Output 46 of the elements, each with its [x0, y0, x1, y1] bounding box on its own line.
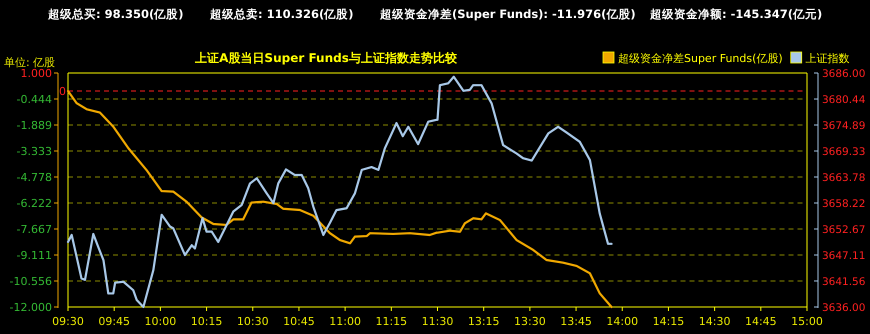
x-tick-label: 09:30: [52, 315, 84, 328]
text: 超级资金净额: -145.347(亿元): [649, 7, 822, 21]
y-tick-label: -10.556: [10, 275, 52, 288]
y-axis-title: 单位: 亿股: [4, 56, 56, 69]
x-tick-label: 13:30: [514, 315, 546, 328]
y-tick-label: 1.000: [20, 67, 52, 80]
legend-label: 上证指数: [806, 52, 850, 65]
y-tick-label: -6.222: [16, 196, 52, 210]
x-tick-label: 14:15: [652, 315, 684, 328]
text: 超级资金净差(Super Funds): -11.976(亿股): [379, 7, 636, 21]
y2-tick-label: 3647.11: [822, 250, 866, 262]
x-tick-label: 10:00: [144, 315, 176, 328]
chart-title: 上证A股当日Super Funds与上证指数走势比较: [194, 51, 458, 65]
y2-tick-label: 3680.44: [822, 94, 866, 106]
y2-tick-label: 3669.33: [822, 146, 866, 158]
y-tick-label: -4.778: [16, 171, 52, 184]
x-tick-label: 09:45: [98, 315, 130, 328]
x-tick-label: 10:15: [190, 315, 222, 328]
ref-line-label: 0: [59, 85, 66, 98]
x-tick-label: 13:45: [560, 315, 592, 328]
y2-tick-label: 3641.56: [822, 276, 866, 288]
x-tick-label: 14:45: [744, 315, 777, 328]
y-tick-label: -3.333: [16, 144, 52, 158]
y-tick-label: -7.667: [16, 223, 52, 236]
x-tick-label: 14:00: [606, 315, 638, 328]
x-tick-label: 15:00: [791, 315, 823, 328]
y2-tick-label: 3658.22: [822, 198, 866, 210]
y-tick-label: -12.000: [10, 301, 52, 314]
y-tick-label: -0.444: [16, 92, 52, 106]
y2-tick-label: 3686.00: [822, 68, 866, 80]
legend-label: 超级资金净差Super Funds(亿股): [618, 52, 783, 65]
y-tick-label: -9.111: [16, 249, 52, 262]
x-tick-label: 11:00: [329, 315, 361, 328]
x-tick-label: 11:15: [375, 315, 408, 328]
y2-tick-label: 3652.67: [822, 224, 866, 236]
text: 超级总买: 98.350(亿股): [47, 7, 184, 21]
y2-tick-label: 3636.00: [822, 302, 866, 314]
x-tick-label: 11:30: [422, 315, 454, 328]
x-tick-label: 10:30: [236, 315, 269, 328]
text: 超级总卖: 110.326(亿股): [209, 7, 354, 21]
x-tick-label: 14:30: [698, 315, 730, 328]
x-tick-label: 10:45: [283, 315, 315, 328]
x-tick-label: 13:15: [468, 315, 500, 328]
y2-tick-label: 3663.78: [822, 172, 866, 184]
y-tick-label: -1.889: [16, 119, 52, 132]
y2-tick-label: 3674.89: [822, 120, 866, 132]
